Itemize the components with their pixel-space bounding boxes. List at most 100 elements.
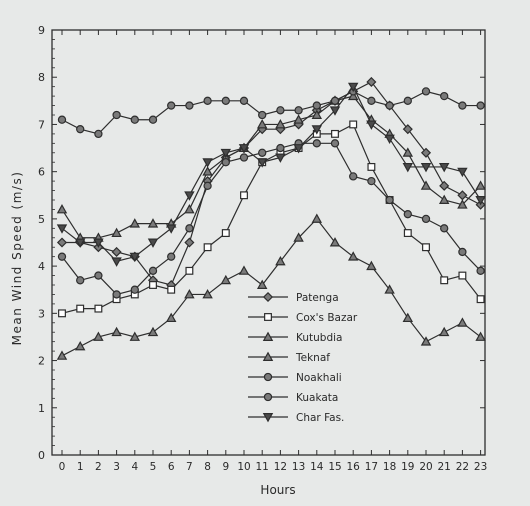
data-point [258,148,267,157]
data-point [147,326,159,337]
data-point [420,180,432,190]
x-tick-label: 15 [328,461,341,473]
y-tick-label: 8 [38,71,45,84]
data-point [221,158,230,167]
data-point [385,101,394,110]
data-point [293,114,304,124]
data-point [438,326,450,337]
data-point [311,109,323,119]
data-point [476,295,485,304]
y-tick-label: 4 [38,260,45,273]
data-point [94,304,103,313]
data-point [421,87,431,96]
x-tick-label: 11 [256,461,269,473]
x-tick-label: 20 [419,461,432,473]
data-point [184,289,195,299]
data-point [402,312,414,323]
legend-item: Kuakata [248,392,338,404]
data-point [94,271,103,280]
data-point [293,232,304,242]
data-point [366,120,377,130]
x-tick-label: 10 [237,461,250,473]
series-2 [56,213,486,360]
data-point [311,125,323,135]
data-point [56,237,68,248]
legend-label: Kutubdia [296,332,342,344]
y-tick-label: 0 [38,449,45,462]
data-point [384,134,395,145]
data-point [440,91,449,101]
data-point [94,129,103,139]
data-point [74,340,86,351]
data-point [262,413,274,423]
data-point [185,266,194,275]
data-point [276,143,285,153]
x-tick-label: 4 [131,461,138,473]
x-tick-label: 1 [77,461,84,473]
data-point [111,326,122,337]
data-point [148,115,158,124]
data-point [130,115,139,124]
data-point [57,115,67,124]
data-point [439,180,450,191]
data-point [349,172,358,181]
data-point [347,82,359,93]
data-point [420,147,432,158]
data-point [367,162,376,171]
series-line [61,142,482,296]
data-point [74,238,86,248]
data-point [385,195,394,205]
x-tick-label: 0 [59,461,66,473]
legend-label: Kuakata [296,392,338,404]
data-point [458,101,467,110]
x-tick-label: 8 [204,461,211,473]
data-point [475,180,486,190]
data-point [366,76,377,87]
data-point [239,153,249,162]
x-tick-label: 17 [365,461,378,473]
data-point [276,106,285,115]
data-point [57,252,67,261]
data-point [185,101,194,110]
data-point [220,274,232,285]
data-point [422,243,430,252]
data-point [111,227,122,238]
x-tick-label: 13 [292,461,305,473]
x-tick-label: 21 [438,461,451,473]
data-point [475,331,486,341]
data-point [275,119,286,129]
series-4 [57,139,485,299]
data-point [367,96,376,106]
data-point [275,255,286,266]
x-tick-label: 3 [113,461,120,473]
x-tick-label: 6 [168,461,175,473]
data-point [221,96,230,106]
data-point [457,199,468,209]
data-point [130,285,139,294]
series-line [61,90,481,135]
data-point [403,229,412,238]
data-point [421,214,431,224]
data-point [476,266,485,276]
data-point [264,313,272,321]
x-axis-title: Hours [260,483,295,497]
data-point [262,351,274,361]
data-point [402,124,413,135]
data-point [420,336,432,346]
data-point [367,176,376,186]
x-tick-label: 18 [383,461,396,473]
x-tick-label: 14 [310,461,324,473]
data-point [457,167,468,178]
legend-item: Patenga [248,291,339,304]
data-point [129,252,141,263]
data-point [403,96,412,106]
data-point [238,144,250,154]
x-tick-label: 22 [456,461,469,473]
data-point [275,153,286,163]
data-point [93,331,104,341]
data-point [475,196,486,206]
data-point [457,317,468,327]
data-point [167,252,176,261]
data-point [258,110,267,120]
